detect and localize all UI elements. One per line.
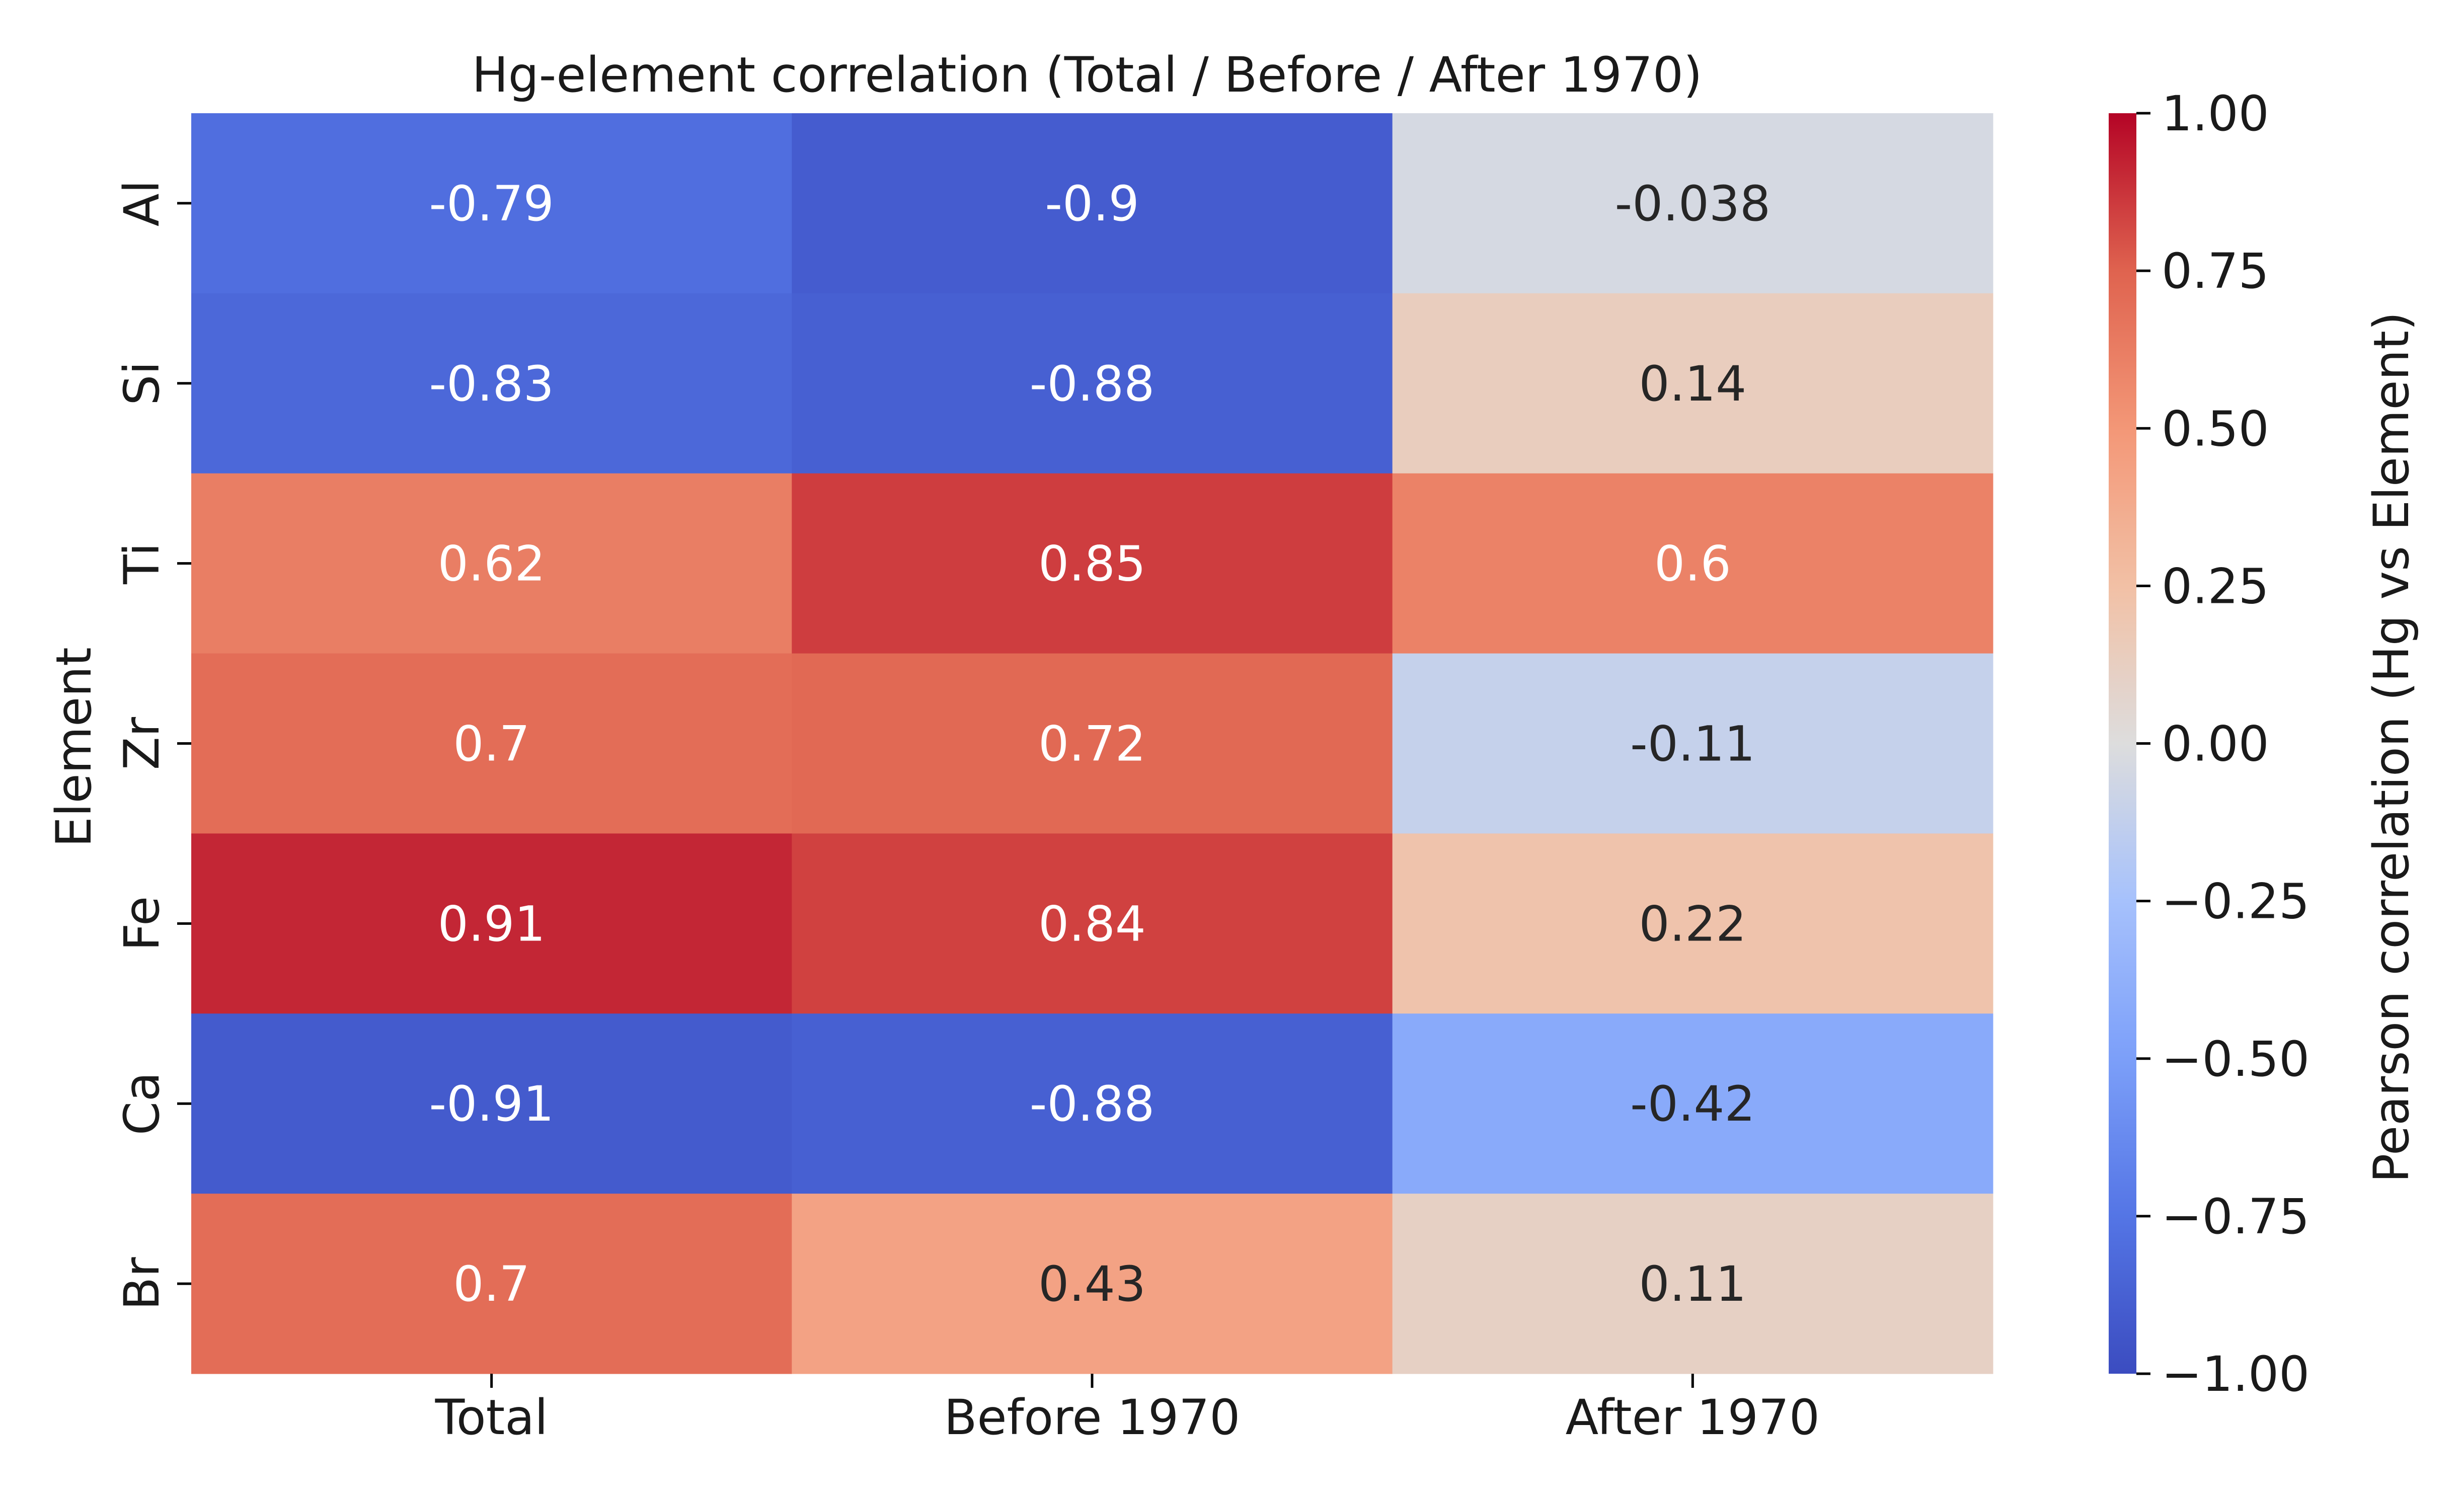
chart-title: Hg-element correlation (Total / Before /… xyxy=(472,47,1703,103)
colorbar-tick-label: −1.00 xyxy=(2162,1346,2309,1402)
y-tick-label: Ca xyxy=(114,1072,170,1135)
heatmap-cell xyxy=(792,833,1393,1014)
cell-value-label: 0.62 xyxy=(438,536,546,592)
colorbar-tick-label: 0.50 xyxy=(2162,401,2269,457)
cell-value-label: 0.6 xyxy=(1654,536,1731,592)
heatmap-cell xyxy=(792,113,1393,294)
heatmap-cell xyxy=(1392,833,1993,1014)
heatmap-cell xyxy=(792,473,1393,654)
y-tick-label: Br xyxy=(114,1257,170,1310)
heatmap-cell-labels: -0.79 -0.9 -0.038 -0.83 -0.88 0.14 0.62 0.85 0.6… xyxy=(429,176,1770,1312)
y-axis: Al Si Ti Zr Fe Ca Br xyxy=(114,180,191,1310)
cell-value-label: -0.11 xyxy=(1630,716,1755,772)
y-tick-label: Zr xyxy=(114,717,170,770)
colorbar-gradient xyxy=(2109,113,2136,1374)
heatmap-cell xyxy=(792,653,1393,834)
cell-value-label: 0.7 xyxy=(453,1256,530,1312)
heatmap-cell xyxy=(1392,1194,1993,1374)
x-tick-label: Before 1970 xyxy=(944,1389,1241,1446)
cell-value-label: -0.9 xyxy=(1045,176,1139,232)
cell-value-label: 0.22 xyxy=(1639,896,1746,952)
colorbar-tick-label: 0.00 xyxy=(2162,716,2269,772)
y-tick-label: Al xyxy=(114,180,170,226)
colorbar-label: Pearson correlation (Hg vs Element) xyxy=(2363,312,2420,1183)
x-tick-label: Total xyxy=(435,1389,548,1446)
heatmap-cell xyxy=(1392,653,1993,834)
heatmap-cell xyxy=(191,833,792,1014)
heatmap-cell xyxy=(191,653,792,834)
heatmap-cell xyxy=(191,293,792,474)
colorbar-tick-label: −0.50 xyxy=(2162,1031,2309,1087)
x-tick-label: After 1970 xyxy=(1566,1389,1820,1446)
colorbar-tick-label: 0.25 xyxy=(2162,558,2269,614)
colorbar-tick-label: 1.00 xyxy=(2162,86,2269,142)
colorbar-tick-label: −0.25 xyxy=(2162,874,2309,930)
cell-value-label: 0.11 xyxy=(1639,1256,1746,1312)
cell-value-label: -0.83 xyxy=(429,356,554,412)
y-axis-label: Element xyxy=(46,647,102,847)
y-tick-label: Fe xyxy=(114,896,170,951)
cell-value-label: -0.91 xyxy=(429,1076,554,1132)
heatmap-cell xyxy=(191,1194,792,1374)
heatmap-cell xyxy=(1392,113,1993,294)
cell-value-label: 0.43 xyxy=(1038,1256,1146,1312)
heatmap-cell xyxy=(191,1013,792,1194)
colorbar-tick-label: 0.75 xyxy=(2162,243,2269,299)
cell-value-label: -0.42 xyxy=(1630,1076,1755,1132)
colorbar: 1.00 0.75 0.50 0.25 0.00 −0.25 −0.50 −0.75 −1.00 xyxy=(2109,86,2309,1402)
x-axis: Total Before 1970 After 1970 xyxy=(435,1374,1820,1446)
cell-value-label: -0.88 xyxy=(1030,356,1154,412)
y-tick-label: Si xyxy=(114,361,170,406)
cell-value-label: -0.88 xyxy=(1030,1076,1154,1132)
heatmap-cell xyxy=(1392,473,1993,654)
cell-value-label: 0.7 xyxy=(453,716,530,772)
heatmap-cell xyxy=(1392,293,1993,474)
heatmap-cell xyxy=(792,1194,1393,1374)
cell-value-label: 0.91 xyxy=(438,896,546,952)
cell-value-label: 0.85 xyxy=(1038,536,1146,592)
cell-value-label: 0.72 xyxy=(1038,716,1146,772)
cell-value-label: 0.84 xyxy=(1038,896,1146,952)
heatmap-cell xyxy=(1392,1013,1993,1194)
heatmap-cell xyxy=(191,113,792,294)
heatmap-cell xyxy=(792,293,1393,474)
cell-value-label: -0.79 xyxy=(429,176,554,232)
heatmap-cell xyxy=(191,473,792,654)
heatmap-cells xyxy=(191,113,1993,1374)
heatmap-cell xyxy=(792,1013,1393,1194)
y-tick-label: Ti xyxy=(114,542,170,584)
colorbar-tick-label: −0.75 xyxy=(2162,1189,2309,1245)
cell-value-label: 0.14 xyxy=(1639,356,1746,412)
cell-value-label: -0.038 xyxy=(1615,176,1770,232)
